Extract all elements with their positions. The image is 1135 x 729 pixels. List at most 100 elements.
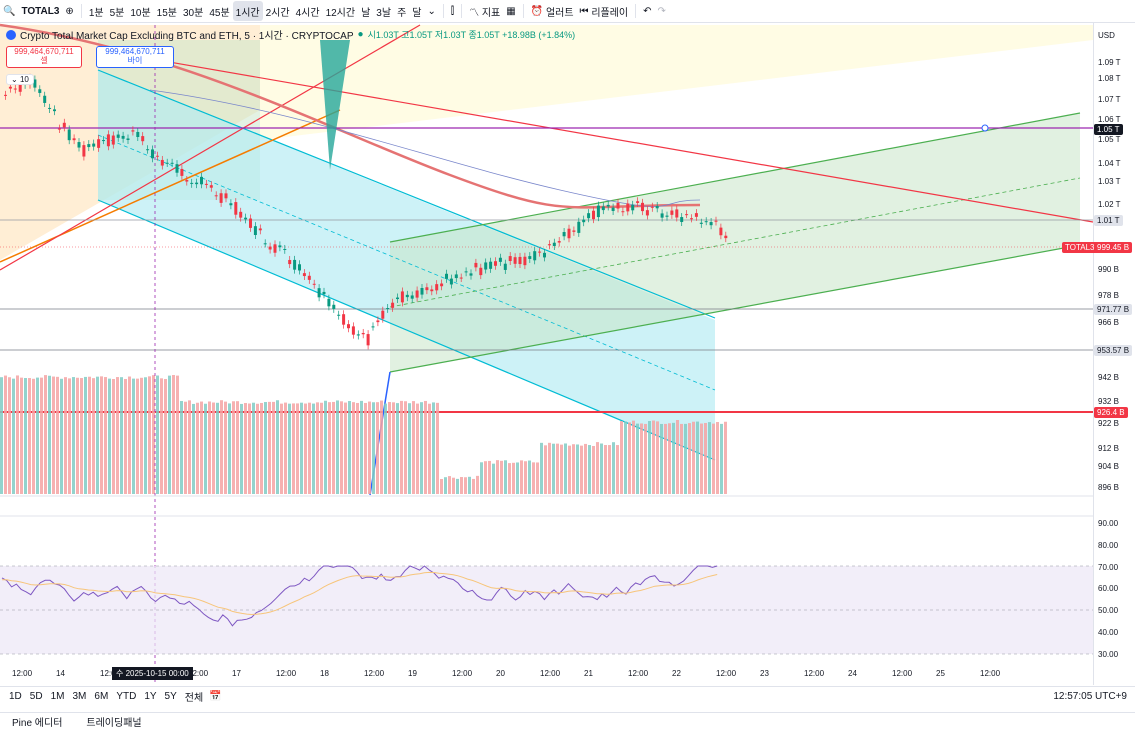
volume-bar [180,400,183,494]
range-7[interactable]: 5Y [164,690,177,702]
interval-7[interactable]: 2시간 [265,7,290,19]
trading-panel-tab[interactable]: 트레이딩패널 [86,717,142,729]
volume-bar [628,422,631,494]
volume-bar [520,460,523,494]
candle [381,310,385,319]
symbol-name[interactable]: TOTAL3 [21,5,60,17]
interval-13[interactable]: 달 [412,7,422,19]
candle-style-icon[interactable]: ⫿ [450,5,455,17]
range-6[interactable]: 1Y [144,690,157,702]
date-range-icon[interactable]: 📅 [209,690,222,702]
candle [489,261,493,269]
sell-button[interactable]: 999,464,670,711 셀 [6,46,82,68]
candle [253,226,257,236]
volume-bar [68,378,71,494]
candle [347,324,350,329]
price-tick: 978 B [1098,291,1119,300]
alert-button[interactable]: ⏰ 얼러트 [528,1,577,21]
interval-1[interactable]: 5분 [109,7,125,19]
currency-label[interactable]: USD [1098,31,1115,40]
chart-canvas[interactable] [0,23,1093,685]
volume-bar [500,460,503,494]
interval-3[interactable]: 15분 [156,7,177,19]
candle [136,131,140,138]
interval-10[interactable]: 날 [361,7,371,19]
range-4[interactable]: 6M [94,690,109,702]
price-tick: 1.05 T [1098,135,1121,144]
volume-bar [436,402,439,494]
interval-2[interactable]: 10분 [130,7,151,19]
legend-title[interactable]: Crypto Total Market Cap Excluding BTC an… [20,31,354,42]
crosshair-time-badge: 수 2025-10-15 00:00 [112,667,193,680]
volume-bar [264,402,267,494]
alarm-icon: ⏰ [530,5,544,17]
interval-0[interactable]: 1분 [88,7,104,19]
time-tick: 12:00 [12,669,33,678]
volume-bar [360,400,363,494]
volume-bar [468,476,471,494]
range-0[interactable]: 1D [9,690,22,702]
volume-bar [588,445,591,494]
candle [4,94,7,96]
interval-9[interactable]: 12시간 [325,7,356,19]
redo-icon[interactable]: ↷ [657,5,666,17]
interval-5[interactable]: 45분 [209,7,230,19]
level-badge-3: 926.4 B [1094,407,1128,418]
volume-bar [644,423,647,494]
volume-bar [392,402,395,494]
level-badge-2: 953.57 B [1094,345,1133,356]
volume-bar [340,401,343,494]
chevron-down-icon[interactable]: ⌄ [427,5,436,17]
time-tick: 12:00 [716,669,737,678]
buy-button[interactable]: 999,464,670,711 바이 [96,46,174,68]
volume-bar [72,377,75,494]
indicators-button[interactable]: 〽 지표 [466,1,503,21]
volume-bar [632,420,635,494]
interval-11[interactable]: 3날 [376,7,392,19]
candle [577,221,581,233]
interval-6[interactable]: 1시간 [232,1,263,21]
volume-bar [336,400,339,494]
pine-editor-tab[interactable]: Pine 에디터 [12,717,63,729]
interval-12[interactable]: 주 [397,7,407,19]
alert-label: 얼러트 [545,7,574,19]
candle [263,243,267,245]
candle [557,241,561,243]
volume-bar [460,477,463,494]
volume-bar [516,462,519,494]
volume-bar [312,403,315,494]
candle [155,155,159,157]
range-8[interactable]: 전체 [184,692,204,704]
volume-bar [676,420,679,494]
range-5[interactable]: YTD [116,690,137,702]
candle [503,263,507,270]
clock[interactable]: 12:57:05 UTC+9 [1053,690,1127,702]
volume-bar [596,442,599,494]
market-status-icon: ● [357,29,364,40]
candle [675,209,679,218]
undo-icon[interactable]: ↶ [643,5,652,17]
symbol-search-icon[interactable]: 🔍 [3,5,16,17]
replay-button[interactable]: ⏮ 리플레이 [577,1,632,21]
volume-bar [260,402,263,494]
indicator-collapse[interactable]: ⌄ 10 [6,74,34,85]
volume-bar [324,400,327,494]
range-1[interactable]: 5D [29,690,43,702]
candle [484,262,488,270]
time-tick: 17 [232,669,241,678]
interval-8[interactable]: 4시간 [295,7,320,19]
volume-bar [328,402,331,494]
volume-bar [136,378,139,494]
interval-4[interactable]: 30분 [183,7,204,19]
candle [572,230,576,232]
candle [425,287,429,291]
range-3[interactable]: 3M [72,690,87,702]
volume-bar [696,421,699,494]
layouts-icon[interactable]: ▦ [506,5,516,17]
add-symbol-icon[interactable]: ⊕ [65,5,74,17]
volume-bar [108,378,111,494]
range-2[interactable]: 1M [50,690,65,702]
rsi-ma-line [1,571,718,616]
volume-bar [208,401,211,494]
candle [87,144,91,148]
